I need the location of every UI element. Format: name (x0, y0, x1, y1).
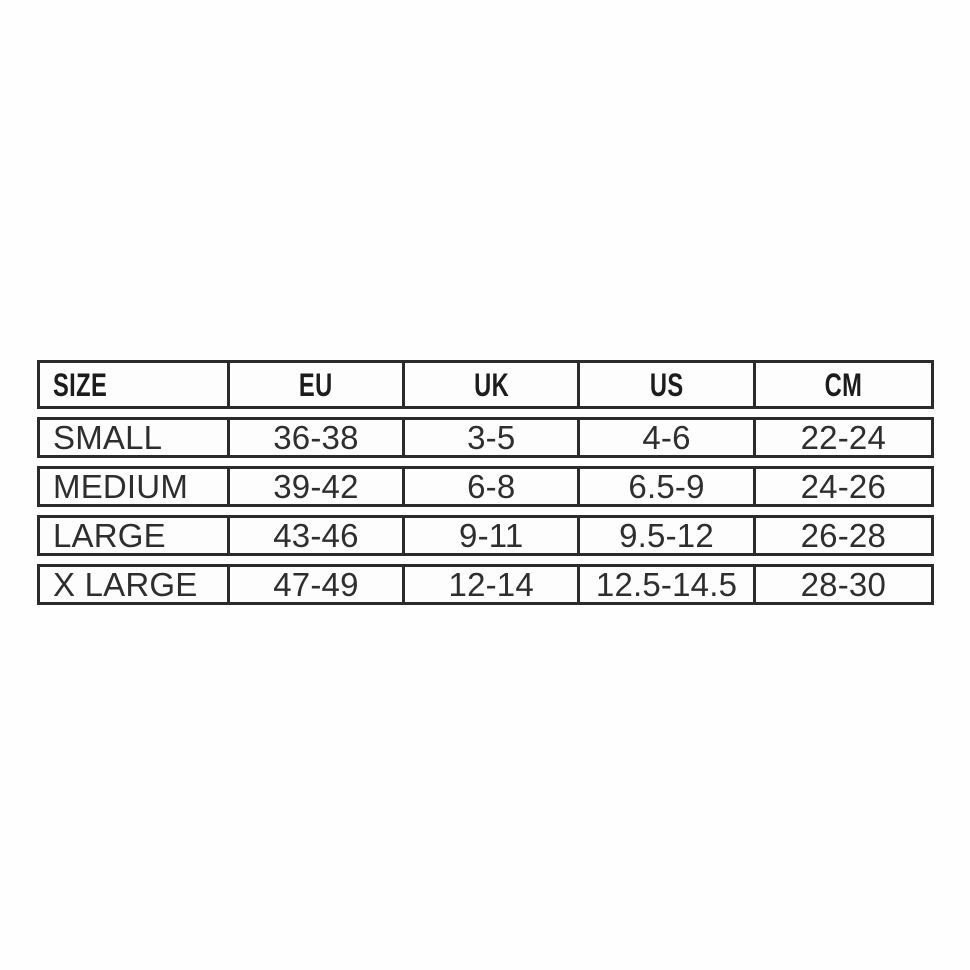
size-value: X LARGE (53, 567, 198, 602)
us-cell: 12.5-14.5 (580, 567, 756, 602)
size-value: LARGE (53, 518, 166, 553)
cm-value: 22-24 (800, 420, 887, 455)
size-cell: X LARGE (40, 567, 230, 602)
column-header-uk-label: UK (473, 366, 509, 403)
eu-cell: 47-49 (230, 567, 406, 602)
uk-value: 12-14 (448, 567, 534, 602)
cm-value: 28-30 (800, 567, 887, 602)
table-row-xlarge: X LARGE 47-49 12-14 12.5-14.5 28-30 (37, 564, 934, 605)
eu-value: 39-42 (273, 469, 359, 504)
eu-cell: 39-42 (230, 469, 406, 504)
column-header-us: US (580, 363, 756, 406)
column-header-size: SIZE (40, 363, 230, 406)
eu-value: 36-38 (273, 420, 359, 455)
us-cell: 9.5-12 (580, 518, 756, 553)
column-header-cm: CM (756, 363, 931, 406)
uk-cell: 3-5 (405, 420, 581, 455)
eu-cell: 43-46 (230, 518, 406, 553)
cm-value: 24-26 (800, 469, 887, 504)
cm-value: 26-28 (800, 518, 887, 553)
uk-cell: 12-14 (405, 567, 581, 602)
us-cell: 6.5-9 (580, 469, 756, 504)
table-row-large: LARGE 43-46 9-11 9.5-12 26-28 (37, 515, 934, 556)
table-row-medium: MEDIUM 39-42 6-8 6.5-9 24-26 (37, 466, 934, 507)
column-header-size-label: SIZE (53, 366, 108, 403)
us-cell: 4-6 (580, 420, 756, 455)
size-cell: LARGE (40, 518, 230, 553)
uk-cell: 9-11 (405, 518, 581, 553)
size-value: SMALL (53, 420, 163, 455)
eu-cell: 36-38 (230, 420, 406, 455)
column-header-uk: UK (405, 363, 581, 406)
column-header-us-label: US (649, 366, 684, 403)
uk-value: 3-5 (467, 420, 516, 455)
uk-value: 6-8 (467, 469, 516, 504)
eu-value: 43-46 (273, 518, 359, 553)
size-cell: MEDIUM (40, 469, 230, 504)
size-cell: SMALL (40, 420, 230, 455)
column-header-cm-label: CM (824, 366, 863, 403)
us-value: 4-6 (642, 420, 691, 455)
cm-cell: 26-28 (756, 518, 931, 553)
column-header-eu: EU (230, 363, 406, 406)
uk-cell: 6-8 (405, 469, 581, 504)
column-header-eu-label: EU (299, 366, 333, 403)
us-value: 6.5-9 (628, 469, 705, 504)
size-chart-table: SIZE EU UK US CM SMALL 36-38 3-5 (37, 360, 934, 605)
cm-cell: 28-30 (756, 567, 931, 602)
us-value: 9.5-12 (619, 518, 714, 553)
cm-cell: 22-24 (756, 420, 931, 455)
header-row: SIZE EU UK US CM (37, 360, 934, 409)
eu-value: 47-49 (273, 567, 359, 602)
uk-value: 9-11 (459, 518, 524, 553)
table-row-small: SMALL 36-38 3-5 4-6 22-24 (37, 417, 934, 458)
cm-cell: 24-26 (756, 469, 931, 504)
size-value: MEDIUM (53, 469, 189, 504)
us-value: 12.5-14.5 (595, 567, 738, 602)
